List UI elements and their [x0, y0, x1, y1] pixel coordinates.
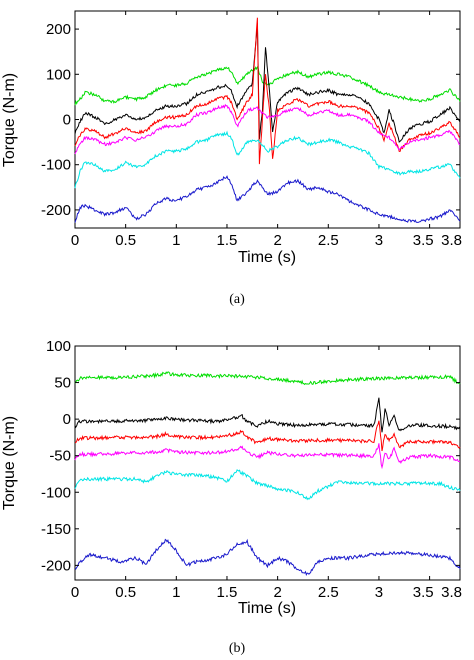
chart-b-ytick-label: -100 [41, 484, 71, 501]
chart-b: 100 50 0 -50 -100 -150 -200 0 0.5 1 1.5 2 2.5 3 3.5 3.… [1, 338, 462, 656]
chart-a-xtick-label: 0 [71, 232, 79, 249]
chart-a-series-3 [74, 103, 461, 155]
chart-a-xtick-label: 2 [273, 232, 281, 249]
chart-b-xtick-label: 3.8 [441, 584, 462, 601]
chart-b-ytick-label: 100 [46, 338, 71, 355]
chart-a-ytick-label: -200 [41, 202, 71, 219]
chart-b-ylabel: Torque (N-m) [1, 416, 18, 510]
chart-b-xtick-label: 2.5 [318, 584, 339, 601]
chart-a-series-5 [74, 175, 461, 223]
chart-b-caption: (b) [229, 641, 246, 656]
chart-a-plot-area [74, 17, 461, 223]
chart-b-x-ticks: 0 0.5 1 1.5 2 2.5 3 3.5 3.8 [71, 346, 462, 601]
chart-b-series-0 [74, 371, 461, 386]
chart-a-xtick-label: 2.5 [318, 232, 339, 249]
chart-b-xtick-label: 2 [273, 584, 281, 601]
chart-a-ytick-label: 100 [46, 66, 71, 83]
chart-a-ytick-label: 200 [46, 21, 71, 38]
chart-a-series-4 [74, 130, 461, 189]
chart-b-xtick-label: 3.5 [413, 584, 434, 601]
chart-b-plot-area [74, 371, 461, 577]
chart-a-frame [74, 10, 461, 229]
chart-b-ytick-label: -150 [41, 521, 71, 538]
chart-b-ytick-label: -50 [49, 448, 71, 465]
chart-b-ytick-label: 0 [63, 411, 71, 428]
chart-b-series-5 [74, 538, 461, 577]
chart-a-xtick-label: 3.8 [441, 232, 462, 249]
chart-a-ylabel: Torque (N-m) [1, 73, 18, 167]
chart-a-xlabel: Time (s) [238, 249, 296, 266]
chart-b-xtick-label: 3 [375, 584, 383, 601]
chart-a-y-ticks: 200 100 0 -100 -200 [41, 21, 460, 219]
chart-a-ytick-label: -100 [41, 157, 71, 174]
chart-a-ytick-label: 0 [63, 112, 71, 129]
chart-b-series-2 [75, 420, 461, 452]
chart-a-series-1 [74, 23, 461, 143]
chart-a-caption: (a) [229, 292, 245, 307]
chart-b-ytick-label: 50 [54, 375, 71, 392]
chart-a-xtick-label: 1 [172, 232, 180, 249]
chart-b-xlabel: Time (s) [238, 600, 296, 617]
chart-a-x-ticks: 0 0.5 1 1.5 2 2.5 3 3.5 3.8 [71, 11, 462, 249]
chart-a-xtick-label: 3 [375, 232, 383, 249]
chart-b-xtick-label: 1.5 [217, 584, 238, 601]
chart-b-xtick-label: 0 [71, 584, 79, 601]
chart-a: 200 100 0 -100 -200 0 0.5 1 1.5 2 2.5 3 3.5 3.8 Time… [1, 10, 462, 307]
chart-b-series-3 [74, 443, 461, 470]
chart-b-frame [74, 345, 461, 581]
chart-a-series-0 [74, 66, 461, 106]
chart-b-y-ticks: 100 50 0 -50 -100 -150 -200 [41, 338, 460, 574]
chart-b-ytick-label: -200 [41, 557, 71, 574]
chart-a-series-2 [74, 17, 461, 165]
chart-b-xtick-label: 0.5 [115, 584, 136, 601]
chart-b-series-4 [74, 469, 461, 501]
chart-b-xtick-label: 1 [172, 584, 180, 601]
chart-a-xtick-label: 1.5 [217, 232, 238, 249]
chart-a-xtick-label: 3.5 [413, 232, 434, 249]
chart-a-xtick-label: 0.5 [115, 232, 136, 249]
chart-b-series-1 [74, 397, 461, 433]
